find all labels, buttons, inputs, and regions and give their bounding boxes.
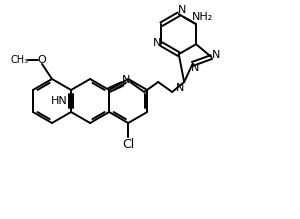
Text: N: N [190, 63, 199, 73]
Text: N: N [153, 38, 162, 48]
Text: N: N [122, 75, 130, 85]
Text: NH₂: NH₂ [192, 12, 213, 22]
Text: O: O [38, 55, 46, 65]
Text: CH₃: CH₃ [11, 55, 29, 65]
Text: N: N [212, 50, 220, 60]
Text: N: N [178, 5, 186, 15]
Text: N: N [176, 83, 184, 93]
Text: HN: HN [51, 96, 68, 106]
Text: Cl: Cl [122, 138, 134, 150]
